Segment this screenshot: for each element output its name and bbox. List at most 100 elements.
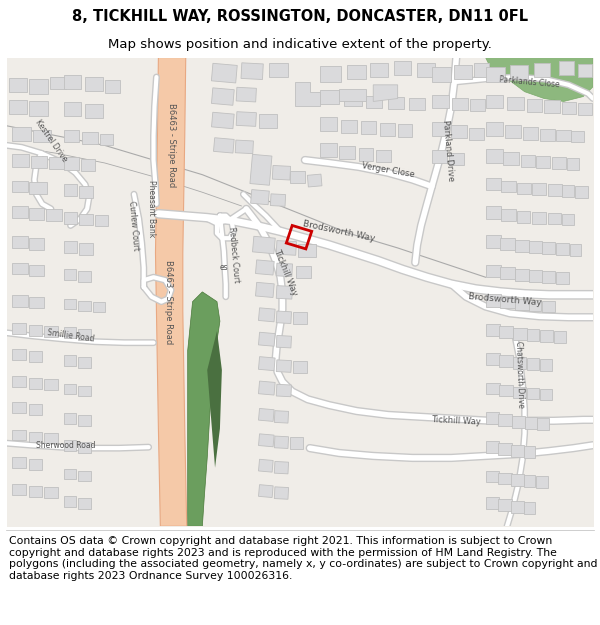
Polygon shape (235, 140, 253, 154)
Polygon shape (9, 101, 26, 114)
Polygon shape (498, 414, 512, 426)
Polygon shape (293, 361, 307, 373)
Polygon shape (505, 125, 521, 138)
Polygon shape (575, 186, 588, 198)
Polygon shape (29, 208, 44, 219)
Polygon shape (31, 156, 47, 168)
Polygon shape (64, 327, 76, 338)
Polygon shape (64, 496, 76, 507)
Polygon shape (500, 238, 515, 250)
Polygon shape (511, 445, 524, 457)
Text: Contains OS data © Crown copyright and database right 2021. This information is : Contains OS data © Crown copyright and d… (9, 536, 598, 581)
Polygon shape (370, 63, 388, 77)
Polygon shape (515, 269, 529, 281)
Polygon shape (49, 157, 64, 169)
Polygon shape (44, 379, 58, 389)
Polygon shape (511, 474, 524, 486)
Polygon shape (64, 413, 76, 424)
Polygon shape (320, 143, 337, 157)
Polygon shape (251, 189, 269, 205)
Polygon shape (29, 378, 42, 389)
Polygon shape (498, 499, 512, 511)
Polygon shape (527, 329, 539, 341)
Polygon shape (250, 154, 272, 185)
Polygon shape (259, 381, 275, 395)
Polygon shape (398, 124, 412, 137)
Polygon shape (373, 85, 398, 101)
Polygon shape (79, 329, 91, 340)
Polygon shape (498, 443, 512, 455)
Text: Curlew Court: Curlew Court (127, 200, 140, 251)
Polygon shape (485, 177, 501, 190)
Polygon shape (485, 235, 501, 248)
Polygon shape (259, 357, 275, 371)
Polygon shape (523, 127, 538, 139)
Polygon shape (432, 122, 449, 136)
Polygon shape (388, 96, 404, 109)
Polygon shape (274, 487, 289, 499)
Polygon shape (485, 122, 503, 136)
Polygon shape (578, 64, 592, 77)
Polygon shape (485, 471, 499, 482)
Polygon shape (207, 311, 222, 468)
Polygon shape (212, 112, 234, 129)
Polygon shape (269, 63, 288, 77)
Polygon shape (432, 150, 448, 163)
Polygon shape (79, 186, 93, 198)
Polygon shape (485, 94, 503, 108)
Polygon shape (540, 330, 553, 342)
Polygon shape (44, 488, 58, 498)
Polygon shape (566, 158, 579, 170)
Polygon shape (276, 384, 292, 397)
Polygon shape (578, 103, 592, 115)
Text: Kestrel Drive: Kestrel Drive (33, 118, 69, 163)
Polygon shape (46, 209, 62, 221)
Polygon shape (293, 312, 307, 324)
Polygon shape (469, 128, 484, 139)
Polygon shape (320, 66, 341, 82)
Polygon shape (503, 152, 519, 165)
Polygon shape (64, 75, 81, 89)
Polygon shape (29, 486, 42, 497)
Polygon shape (12, 295, 28, 306)
Polygon shape (361, 121, 376, 134)
Polygon shape (544, 101, 560, 113)
Polygon shape (554, 331, 566, 342)
Polygon shape (540, 359, 552, 371)
Text: Tickhill Way: Tickhill Way (272, 248, 299, 297)
Polygon shape (64, 440, 76, 451)
Polygon shape (513, 357, 526, 369)
Polygon shape (12, 484, 26, 495)
Polygon shape (256, 260, 274, 275)
Polygon shape (9, 78, 26, 92)
Polygon shape (542, 271, 555, 283)
Polygon shape (276, 336, 292, 348)
Text: Verger Close: Verger Close (361, 161, 415, 179)
Polygon shape (290, 171, 305, 182)
Polygon shape (64, 130, 79, 142)
Polygon shape (529, 299, 541, 311)
Polygon shape (79, 301, 91, 311)
Polygon shape (432, 94, 449, 108)
Polygon shape (499, 326, 513, 338)
Text: Parkland Drive: Parkland Drive (441, 119, 455, 181)
Polygon shape (556, 272, 569, 284)
Polygon shape (559, 61, 574, 75)
Polygon shape (64, 299, 76, 309)
Polygon shape (548, 213, 561, 224)
Polygon shape (485, 412, 499, 424)
Polygon shape (359, 148, 373, 161)
Text: Tickhill Way: Tickhill Way (431, 415, 481, 427)
Polygon shape (64, 241, 77, 252)
Polygon shape (64, 356, 76, 366)
Polygon shape (320, 117, 337, 131)
Polygon shape (500, 268, 515, 279)
Polygon shape (79, 243, 93, 255)
Polygon shape (485, 382, 500, 394)
Polygon shape (376, 150, 391, 162)
Polygon shape (500, 297, 515, 309)
Polygon shape (79, 415, 91, 426)
Polygon shape (64, 102, 81, 116)
Polygon shape (34, 130, 51, 142)
Text: Sherwood Road: Sherwood Road (36, 441, 95, 450)
